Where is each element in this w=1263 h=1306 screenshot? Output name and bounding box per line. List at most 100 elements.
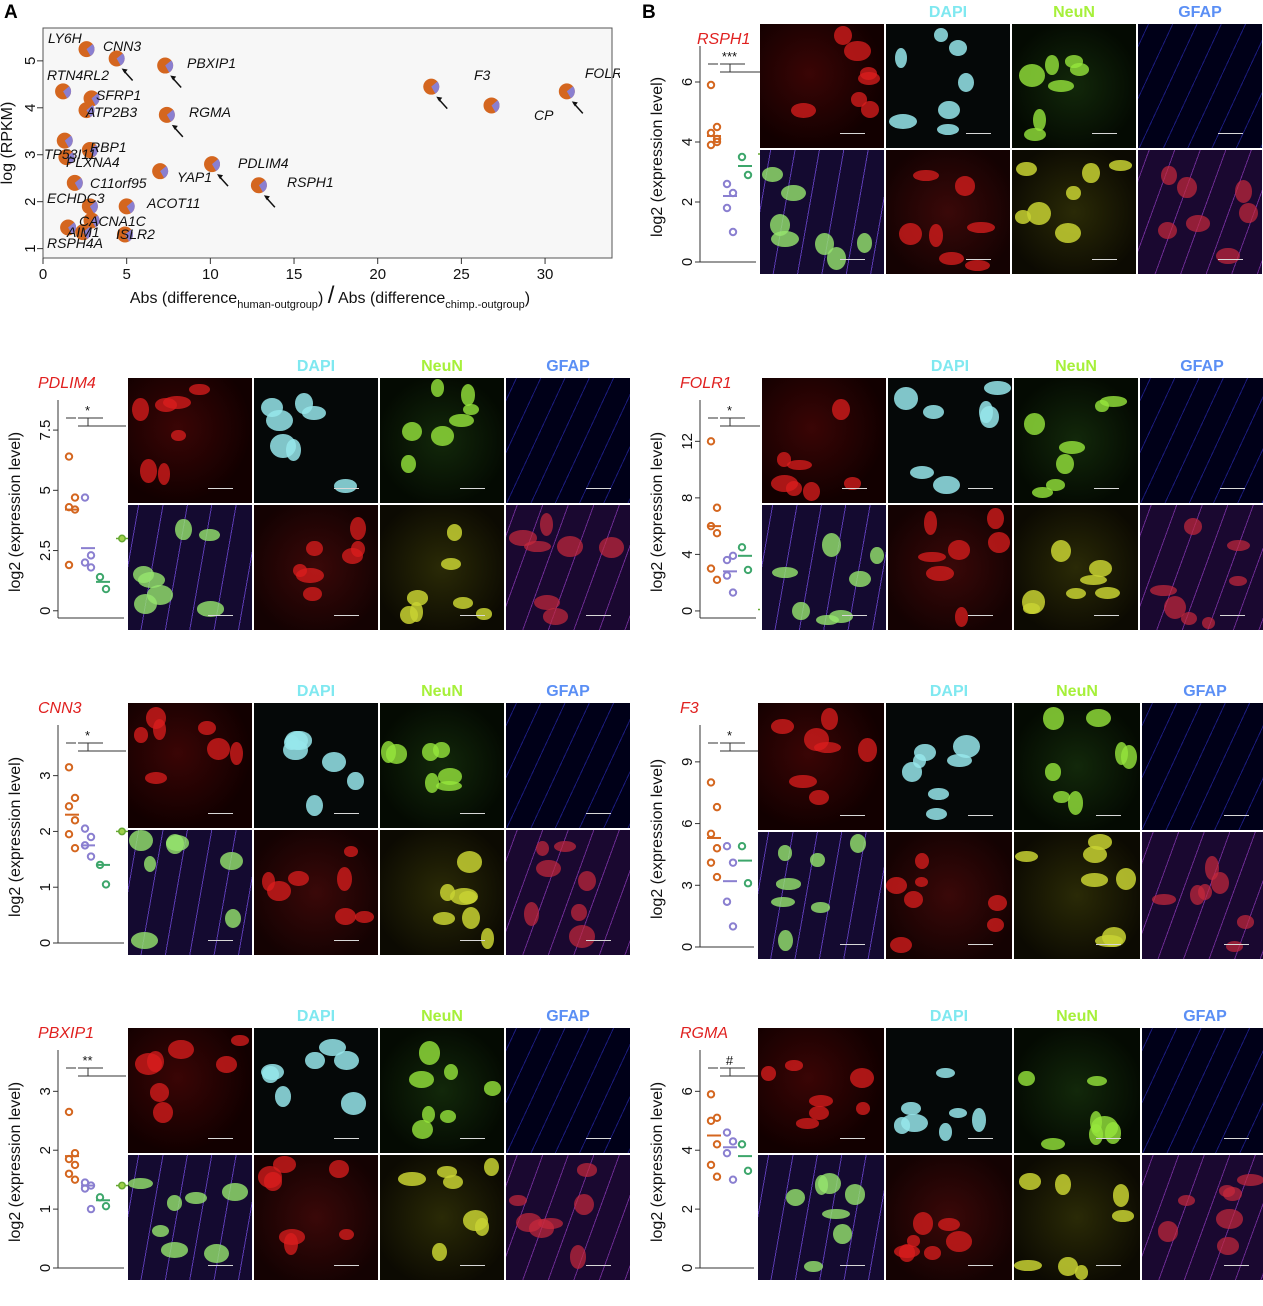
cell-nucleus	[199, 528, 220, 542]
cell-nucleus	[947, 753, 973, 768]
cell-nucleus	[460, 384, 475, 406]
human-sample-dot	[64, 802, 74, 811]
channel-label-neun: NeuN	[421, 683, 463, 700]
cell-nucleus	[203, 1243, 230, 1264]
cell-nucleus	[231, 1035, 249, 1046]
cell-nucleus	[1067, 790, 1084, 815]
cell-nucleus	[1054, 222, 1081, 243]
cell-nucleus	[1178, 1195, 1196, 1207]
y-tick-label: 2	[37, 1146, 54, 1154]
human-sample-dot	[712, 1172, 722, 1181]
channel-label-dapi: DAPI	[930, 358, 970, 375]
cell-nucleus	[816, 614, 839, 626]
cell-nucleus	[286, 438, 301, 461]
channel-label-neun: NeuN	[421, 358, 463, 375]
scale-bar	[1224, 944, 1249, 945]
pie-chimp-slice	[491, 100, 500, 113]
human-sample-dot	[70, 843, 80, 853]
cell-nucleus	[577, 870, 597, 892]
cell-nucleus	[432, 912, 455, 926]
cell-nucleus	[781, 184, 806, 202]
cell-nucleus	[267, 881, 291, 902]
cell-nucleus	[785, 1060, 803, 1071]
macaque-sample-dot	[101, 880, 111, 889]
micrograph-neunmerge	[380, 830, 504, 955]
scale-bar	[586, 1138, 611, 1139]
gene-point-label: RGMA	[189, 104, 231, 120]
scale-bar	[334, 488, 359, 489]
cell-nucleus	[225, 909, 242, 929]
micrograph-dapi	[886, 24, 1010, 148]
cell-nucleus	[175, 518, 192, 541]
x-tick-label: 25	[453, 266, 470, 283]
gene-point	[66, 174, 83, 191]
cell-nucleus	[808, 1105, 829, 1120]
chimp-sample-dot	[722, 203, 732, 213]
y-tick-label: 0	[679, 943, 696, 951]
micrograph-red	[762, 378, 886, 503]
human-sample-dot	[70, 816, 80, 825]
scale-bar	[1096, 1265, 1121, 1266]
cell-nucleus	[937, 124, 960, 136]
arrowhead-icon	[121, 68, 128, 74]
cell-nucleus	[450, 888, 479, 905]
expression-dotplot: 0 4 8 12 log2 (expression level) *	[649, 400, 760, 619]
y-tick-label: 3	[22, 151, 39, 159]
cell-nucleus	[983, 381, 1011, 395]
chimp-sample-dot	[80, 558, 90, 567]
cell-nucleus	[770, 213, 791, 236]
y-tick-label: 2.5	[37, 540, 54, 561]
gene-point	[423, 78, 448, 110]
cell-nucleus	[933, 475, 961, 495]
cell-nucleus	[1095, 587, 1120, 600]
cell-nucleus	[1016, 162, 1037, 177]
cell-nucleus	[926, 566, 954, 582]
cell-nucleus	[987, 531, 1011, 553]
cell-nucleus	[1158, 222, 1178, 240]
human-sample-dot	[706, 564, 716, 573]
cell-nucleus	[328, 1159, 350, 1178]
cell-nucleus	[770, 718, 795, 734]
cell-nucleus	[1216, 1209, 1243, 1229]
cell-nucleus	[1088, 1124, 1103, 1145]
pie-chimp-slice	[212, 158, 221, 172]
cell-nucleus	[322, 752, 347, 773]
scale-bar	[840, 259, 865, 260]
micrograph-neunmerge	[1014, 505, 1138, 630]
scale-bar	[460, 615, 485, 616]
macaque-sample-dot	[737, 842, 747, 851]
cell-nucleus	[480, 928, 494, 949]
gene-point-label: CACNA1C	[79, 213, 147, 229]
chimp-sample-dot	[86, 832, 96, 842]
cell-nucleus	[318, 1038, 347, 1056]
micrograph-purplemerge	[1142, 832, 1263, 959]
cell-nucleus	[1033, 108, 1046, 132]
human-sample-dot	[64, 1169, 74, 1178]
pie-chimp-slice	[126, 201, 135, 214]
micrograph-neun	[380, 378, 504, 503]
scale-bar	[966, 133, 991, 134]
cell-nucleus	[400, 454, 416, 474]
scale-bar	[1220, 488, 1245, 489]
human-sample-dot	[64, 452, 74, 461]
cell-nucleus	[306, 541, 323, 557]
human-sample-dot	[712, 872, 722, 882]
human-sample-dot	[712, 503, 722, 512]
scale-bar	[1220, 615, 1245, 616]
cell-nucleus	[340, 1091, 367, 1115]
cell-nucleus	[457, 850, 483, 873]
cell-nucleus	[929, 224, 943, 248]
cell-nucleus	[813, 741, 842, 754]
pie-chimp-slice	[125, 229, 134, 242]
cell-nucleus	[401, 421, 423, 442]
pie-chimp-slice	[66, 151, 75, 165]
micrograph-redmerge	[888, 505, 1012, 630]
cell-nucleus	[1101, 926, 1127, 947]
chimp-sample-dot	[722, 1128, 732, 1137]
scale-bar	[460, 1138, 485, 1139]
y-tick-label: 2	[679, 198, 696, 206]
cell-nucleus	[927, 788, 950, 801]
scale-bar	[968, 1138, 993, 1139]
image-background	[380, 703, 504, 828]
y-axis-label: log2 (expression level)	[649, 77, 666, 237]
